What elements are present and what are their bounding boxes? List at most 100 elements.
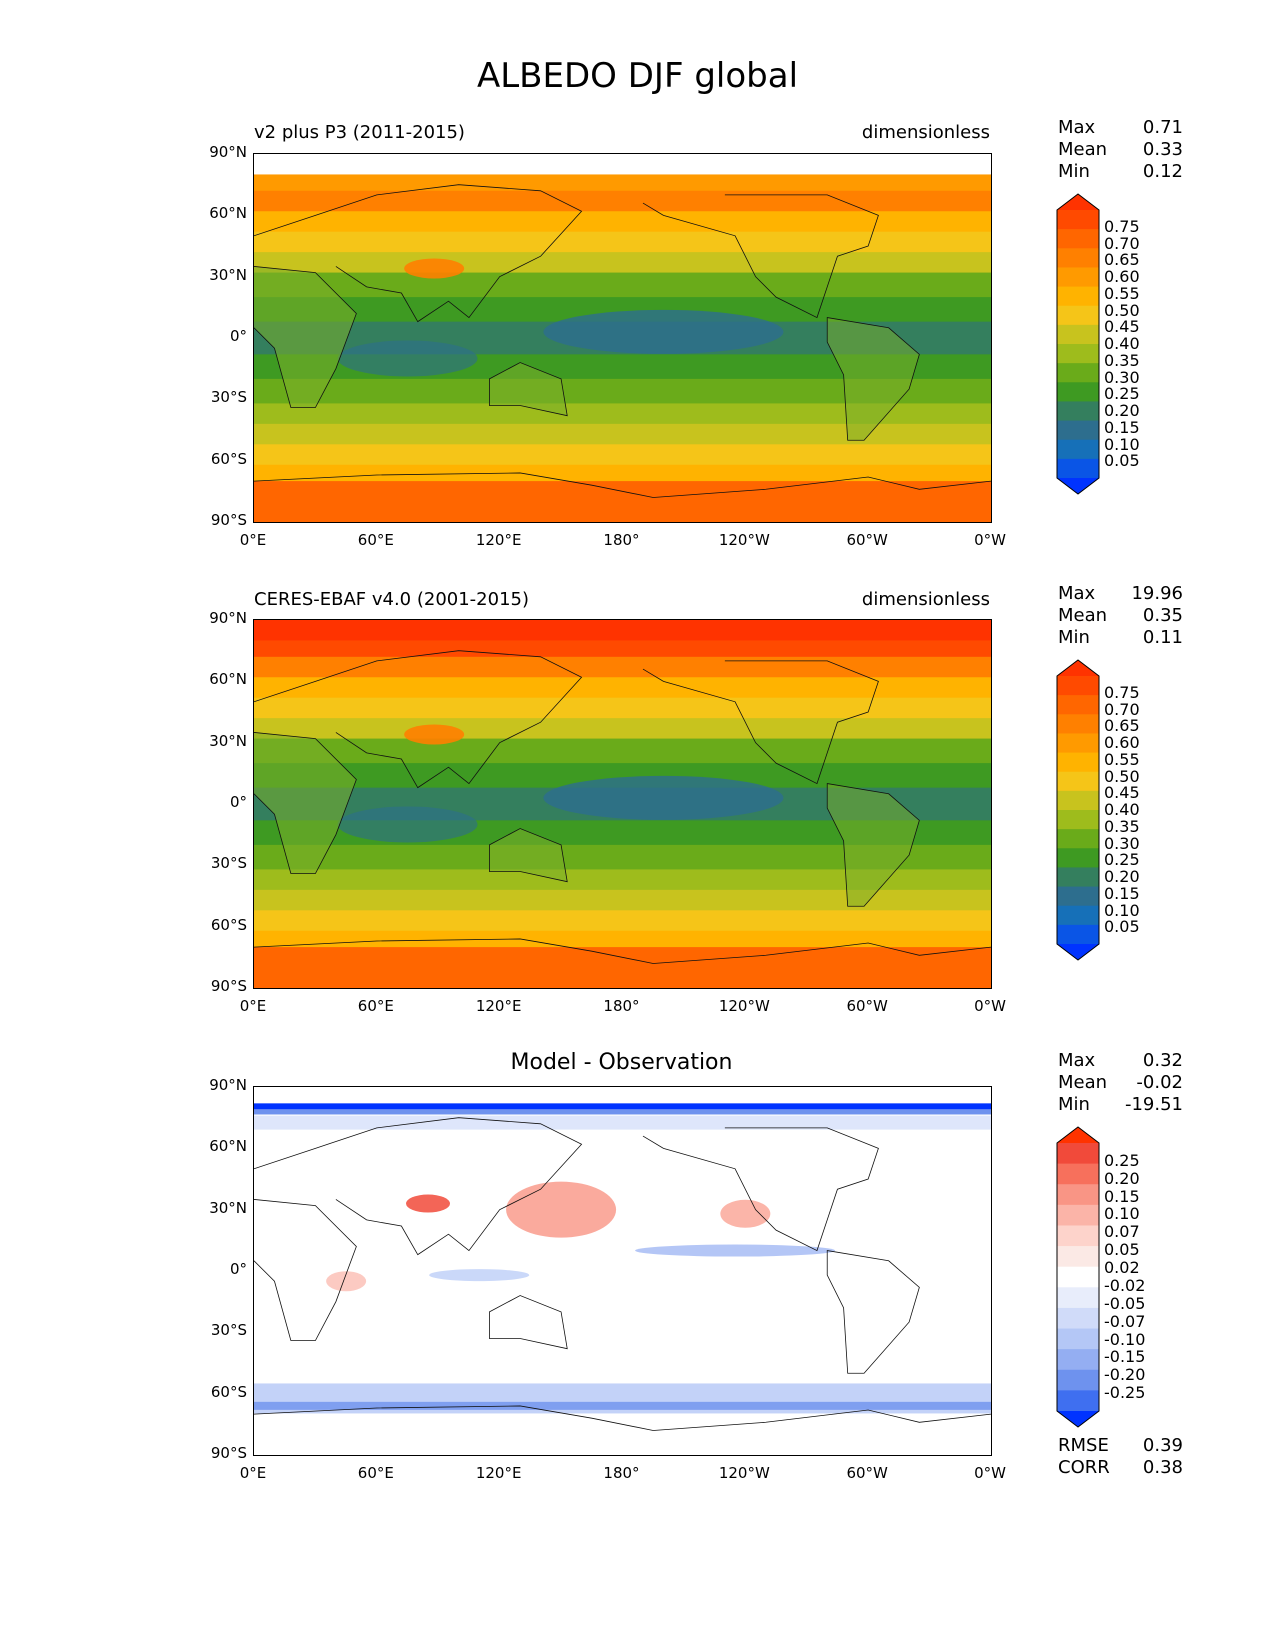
colorbar-segment [1057,1163,1099,1185]
stat-label: RMSE [1058,1435,1109,1456]
lat-tick-label: 60°S [210,449,247,468]
panel-1-map [253,153,992,523]
colorbar-segment [1057,439,1099,460]
lat-tick-label: 90°S [210,1444,247,1462]
lon-tick-label: 120°W [718,531,770,549]
lon-tick-label: 60°E [357,531,394,549]
colorbar-segment [1057,248,1099,269]
stat-label: Mean [1058,605,1108,626]
colorbar-segment [1057,829,1099,849]
stat-value: 0.32 [1142,1050,1183,1071]
colorbar-tick-label: 0.30 [1104,367,1140,387]
colorbar-tick-label: 0.30 [1104,833,1140,853]
colorbar-segment [1057,1390,1099,1412]
stat-max: Max 19.96 [1058,583,1183,605]
stat-label: CORR [1058,1457,1110,1478]
lon-tick-label: 60°W [846,1464,888,1482]
stat-label: Max [1058,117,1096,138]
colorbar-tick-label: 0.07 [1104,1222,1140,1242]
stat-value: 0.33 [1142,139,1183,160]
colorbar-extend-min [1057,944,1099,960]
stat-label: Max [1058,583,1096,604]
lat-tick-label: 30°N [209,1198,247,1217]
colorbar-tick-label: 0.70 [1104,233,1140,253]
lon-tick-label: 0°W [974,1464,1006,1482]
lon-tick-label: 60°E [357,1464,394,1482]
colorbar-tick-label: -0.20 [1104,1365,1146,1385]
colorbar-tick-label: 0.20 [1104,1168,1140,1188]
lon-tick-label: 180° [603,531,640,549]
lon-tick-label: 120°W [718,1464,770,1482]
colorbar-tick-label: 0.40 [1104,334,1140,353]
colorbar-tick-label: 0.40 [1104,800,1140,819]
colorbar-segment [1057,1307,1099,1330]
colorbar-tick-label: 0.50 [1104,300,1140,320]
colorbar-tick-label: -0.15 [1104,1347,1146,1367]
colorbar-tick-label: 0.15 [1104,417,1140,437]
stat-label: Mean [1058,139,1108,160]
stat-label: Min [1058,1094,1090,1115]
panel-1-units: dimensionless [861,122,990,143]
colorbar-segment [1057,733,1099,754]
lat-tick-label: 30°S [210,388,247,407]
stat-label: Mean [1058,1072,1108,1093]
colorbar-segment [1057,267,1099,288]
colorbar-segment [1057,324,1099,345]
stat-value: 0.38 [1142,1457,1183,1478]
lon-tick-label: 0°E [239,1464,267,1482]
colorbar-segment [1057,229,1099,249]
colorbar-tick-label: 0.45 [1104,317,1140,337]
colorbar-tick-label: -0.10 [1104,1329,1146,1349]
colorbar-segment [1057,810,1099,830]
colorbar [1056,1126,1100,1428]
colorbar-outline [1056,659,1100,961]
lat-tick-label: 0° [229,1260,247,1278]
stat-corr: CORR 0.38 [1058,1457,1183,1479]
lat-tick-label: 90°S [210,511,247,529]
contour-map [254,620,991,988]
colorbar-tick-label: 0.05 [1104,917,1140,937]
colorbar-tick-label: -0.07 [1104,1311,1146,1331]
colorbar-tick-label: 0.05 [1104,451,1140,471]
colorbar-segment [1057,886,1099,907]
stat-value: -19.51 [1124,1094,1183,1115]
colorbar-segment [1057,1246,1099,1268]
lat-tick-label: 60°N [209,204,247,223]
lat-tick-label: 30°N [209,731,247,750]
lat-tick-label: 30°N [209,265,247,284]
colorbar-segment [1057,286,1099,307]
lat-tick-label: 30°S [210,854,247,873]
colorbar-tick-label: 0.50 [1104,766,1140,786]
panel-2-title: CERES-EBAF v4.0 (2001-2015) [254,589,530,610]
colorbar-tick-label: 0.10 [1104,434,1140,454]
colorbar-tick-label: 0.20 [1104,867,1140,886]
colorbar-segment [1057,752,1099,773]
colorbar-segment [1057,1266,1099,1288]
colorbar-segment [1057,676,1099,696]
colorbar-segment [1057,1143,1099,1165]
colorbar-segment [1057,771,1099,792]
colorbar-segment [1057,420,1099,441]
lon-tick-label: 180° [603,997,640,1015]
colorbar-segment [1057,1225,1099,1247]
colorbar-tick-label: 0.25 [1104,1150,1140,1170]
stat-rmse: RMSE 0.39 [1058,1435,1183,1457]
contour-map [254,1087,991,1455]
stat-value: 0.71 [1142,117,1183,138]
colorbar-tick-label: 0.65 [1104,716,1140,736]
lat-tick-label: 90°N [209,1076,247,1094]
colorbar-segment [1057,1349,1099,1371]
lat-tick-label: 60°S [210,1382,247,1401]
stat-min: Min -19.51 [1058,1094,1183,1116]
stat-min: Min 0.11 [1058,627,1183,649]
colorbar [1056,659,1100,961]
colorbar [1056,193,1100,495]
colorbar-segment [1057,1184,1099,1206]
lon-tick-label: 180° [603,1464,640,1482]
colorbar-tick-label: -0.02 [1104,1275,1146,1295]
colorbar-tick-label: 0.35 [1104,816,1140,836]
contour-map [254,154,991,522]
colorbar-tick-label: 0.20 [1104,401,1140,420]
colorbar-tick-label: 0.10 [1104,900,1140,920]
colorbar-tick-label: 0.45 [1104,783,1140,803]
